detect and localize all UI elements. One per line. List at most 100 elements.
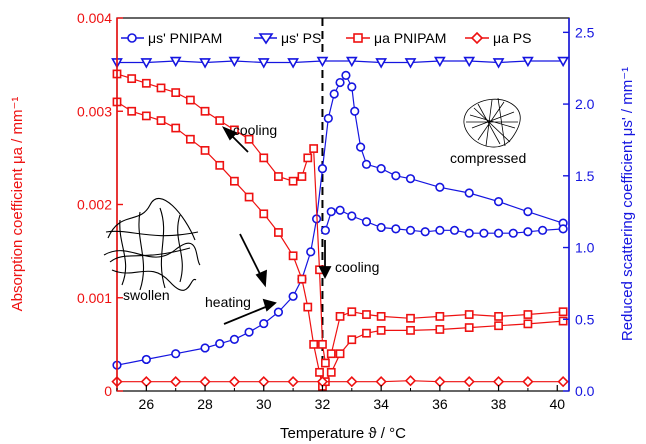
series-3-point [274, 228, 283, 237]
series-1-point [273, 307, 284, 317]
series-2-point [320, 225, 330, 235]
series-1-point [200, 343, 210, 353]
series-0-point [492, 58, 505, 69]
series-4-point [326, 349, 336, 359]
x-tick-label: 32 [315, 396, 331, 412]
series-0-point [228, 56, 241, 68]
series-4-point [200, 106, 210, 116]
series-4-point [215, 116, 225, 125]
series-3-point [288, 251, 298, 261]
series-0-point [345, 56, 358, 68]
annotation-cooling-right: cooling [335, 259, 379, 275]
y-left-tick-label: 0.002 [77, 197, 112, 213]
arrow-cooling-down-head [318, 266, 332, 280]
y-right-tick-label: 2.0 [575, 96, 595, 112]
series-0-point [140, 58, 153, 69]
y-left-tick-label: 0 [104, 383, 112, 399]
series-1-point [361, 159, 372, 169]
series-2-point [326, 207, 336, 217]
arrow-heating-diag-2 [223, 305, 269, 325]
series-5-point [404, 375, 417, 387]
y-left-tick-label: 0.003 [77, 103, 112, 119]
series-4-point [320, 358, 330, 368]
series-3-point [362, 328, 371, 338]
series-5-point [287, 376, 299, 388]
series-4-point [318, 339, 327, 349]
series-3-point [309, 339, 319, 349]
series-5-point [522, 376, 534, 388]
series-1-point [288, 291, 298, 301]
series-3-point [297, 274, 307, 284]
series-5-point [463, 376, 475, 388]
x-tick-label: 34 [373, 396, 389, 412]
series-1-point [435, 182, 445, 192]
legend-label-mus-ps: μs' PS [281, 30, 321, 46]
series-3-point [185, 134, 195, 144]
series-4-point [376, 311, 386, 321]
series-1-point [259, 318, 269, 329]
series-5-line [117, 380, 564, 383]
series-1-point [341, 70, 351, 80]
series-2-point [335, 205, 345, 215]
series-4-point [185, 95, 195, 105]
series-2-point [479, 228, 489, 238]
series-3-point [435, 325, 445, 334]
series-1-point [493, 197, 504, 207]
legend-item-mus-ps: μs' PS [254, 30, 321, 46]
series-4-point [156, 83, 166, 93]
series-5-point [557, 376, 569, 388]
series-2-point [558, 224, 568, 234]
series-4-point [362, 310, 371, 319]
y-right-tick-label: 1.0 [575, 240, 595, 256]
series-4-point [335, 311, 345, 321]
series-3-point [326, 367, 336, 377]
series-0-point [169, 56, 182, 68]
series-4-point [558, 307, 568, 317]
series-1-point [464, 188, 474, 198]
series-1-point [405, 174, 416, 184]
series-0-line [117, 60, 564, 64]
series-0-point [199, 58, 211, 69]
series-1-point [391, 171, 401, 181]
series-3-point [335, 349, 345, 359]
series-1-point [244, 327, 254, 337]
series-4-point [171, 88, 181, 97]
series-1-point [171, 349, 181, 359]
series-2-point [405, 225, 416, 235]
series-0-point [522, 56, 534, 68]
series-1-point [329, 89, 339, 99]
y-right-tick-label: 1.5 [575, 168, 595, 184]
series-3-point [315, 367, 324, 377]
y-right-tick-label: 0.5 [575, 311, 595, 327]
series-5-point [228, 376, 241, 388]
series-4-point [288, 176, 298, 186]
series-2-point [391, 224, 401, 234]
series-3-point [523, 319, 533, 329]
annotation-swollen: swollen [123, 287, 170, 303]
series-2-point [347, 211, 357, 221]
series-2-point [523, 227, 533, 237]
series-2-point [493, 228, 504, 238]
legend-item-mua-pnipam: μa PNIPAM [346, 30, 446, 46]
series-3-point [215, 160, 225, 170]
series-1-point [229, 334, 240, 344]
arrow-cooling-left-head [221, 126, 238, 141]
series-0-point [463, 56, 476, 68]
legend-label-mua-ps: μa PS [493, 30, 531, 46]
series-4-point [309, 144, 319, 153]
series-4-point [259, 153, 269, 163]
series-5-point [170, 376, 182, 388]
x-tick-label: 38 [491, 396, 507, 412]
series-1-point [523, 207, 533, 217]
series-2-point [435, 225, 445, 235]
series-1-point [350, 106, 360, 116]
y-left-tick-label: 0.001 [77, 290, 112, 306]
series-layer [111, 56, 569, 391]
axes-layer: 26 28 30 32 34 36 38 40 0 0.001 0.002 0.003 0.004 0.0… [77, 10, 595, 412]
x-tick-label: 26 [139, 396, 155, 412]
series-3-point [141, 111, 151, 121]
series-4-point [494, 311, 503, 321]
series-4-point [406, 313, 415, 323]
series-4-point [303, 153, 313, 163]
